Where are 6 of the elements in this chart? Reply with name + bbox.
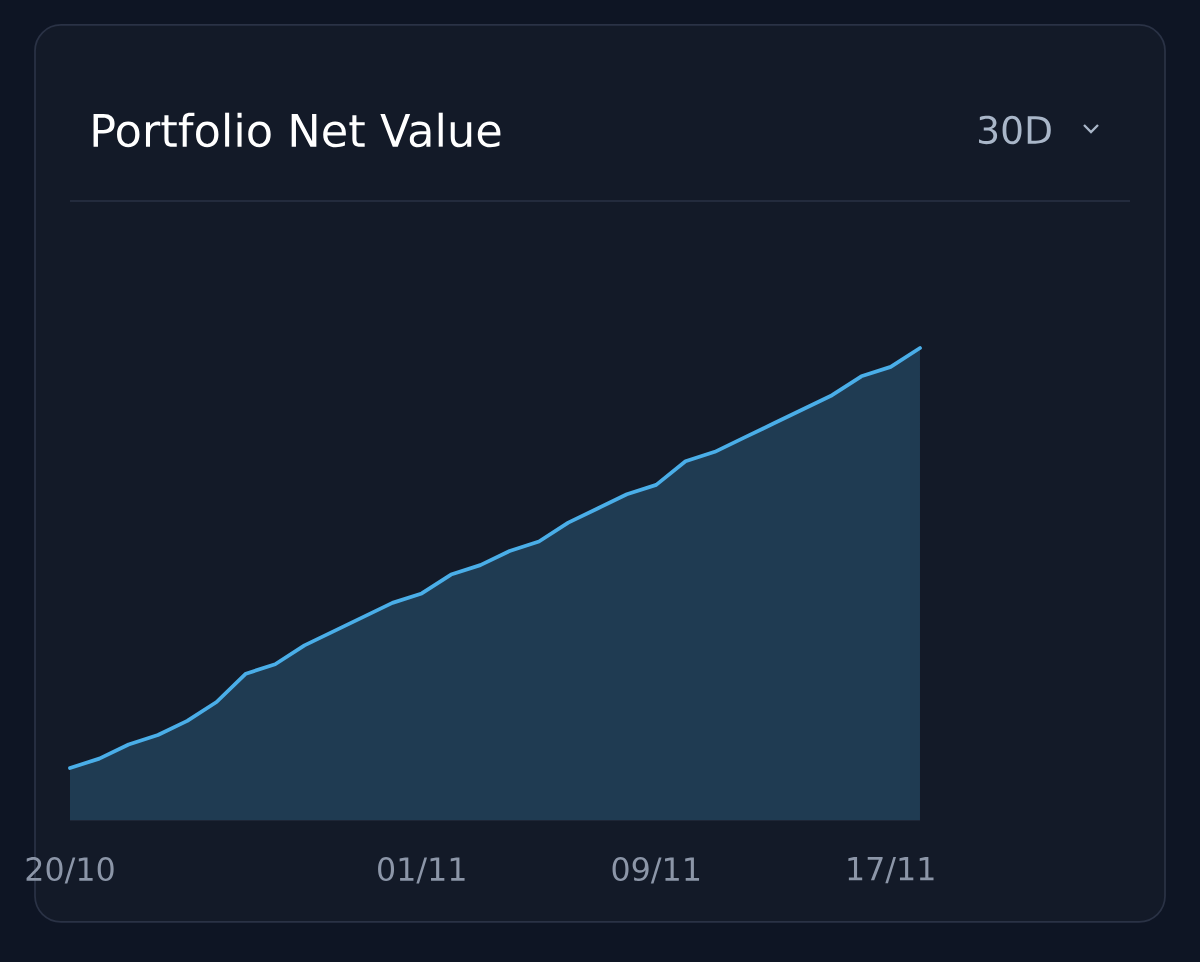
chart-title: Portfolio Net Value [93, 112, 501, 148]
x-tick-label: 01/11 [378, 857, 465, 884]
text: 30D [979, 115, 1051, 145]
x-tick-label: 17/11 [848, 857, 934, 884]
x-tick-label: 09/11 [612, 857, 700, 884]
x-tick-label: 20/10 [26, 857, 114, 884]
